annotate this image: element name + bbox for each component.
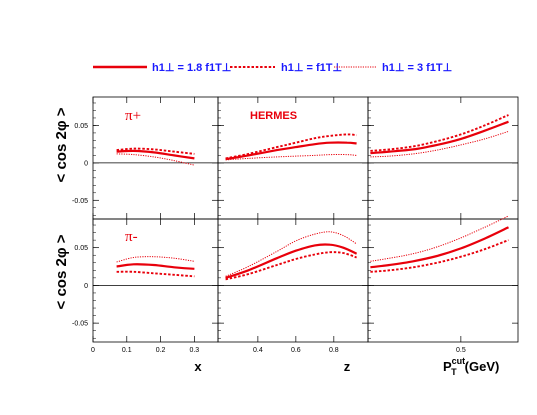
series-line-solid bbox=[116, 149, 195, 160]
series-line-dotted bbox=[370, 130, 509, 158]
x-tick-label: 0.8 bbox=[329, 347, 339, 354]
panel-frame bbox=[92, 218, 219, 343]
panel-frame bbox=[92, 96, 219, 220]
x-tick-label: 0.6 bbox=[291, 347, 301, 354]
series-line-dashed bbox=[370, 239, 509, 273]
pi-plus-annotation: π+ bbox=[125, 108, 141, 124]
panel-frame bbox=[217, 218, 369, 343]
series-line-solid bbox=[370, 226, 509, 269]
y-axis-label-top: < cos 2φ > bbox=[53, 107, 70, 182]
hermes-annotation: HERMES bbox=[250, 110, 297, 122]
series-line-dotted bbox=[370, 215, 509, 262]
y-tick-label: -0.05 bbox=[72, 198, 88, 205]
series-line-solid bbox=[116, 263, 195, 270]
x-axis-title-pt: Pcut T (GeV) bbox=[443, 356, 499, 377]
series-line-dashed bbox=[225, 251, 357, 281]
x-tick-label: 0.3 bbox=[189, 347, 199, 354]
series-line-dotted bbox=[225, 154, 357, 161]
series-line-dashed bbox=[370, 114, 509, 152]
series-line-dotted bbox=[225, 231, 357, 277]
panel-frame bbox=[367, 218, 519, 343]
y-tick-label: 0.05 bbox=[74, 245, 88, 252]
y-tick-label: 0.05 bbox=[74, 123, 88, 130]
series-line-solid bbox=[370, 120, 509, 155]
y-tick-label: 0 bbox=[84, 160, 88, 167]
x-axis-title-x: x bbox=[194, 359, 202, 374]
x-tick-label: 0.5 bbox=[456, 347, 466, 354]
x-tick-label: 0.4 bbox=[253, 347, 263, 354]
y-tick-label: -0.05 bbox=[72, 321, 88, 328]
y-tick-label: 0 bbox=[84, 283, 88, 290]
series-line-dotted bbox=[116, 256, 195, 263]
series-line-dashed bbox=[116, 270, 195, 278]
panel-frame bbox=[367, 96, 519, 220]
series-line-solid bbox=[225, 243, 358, 279]
pi-minus-annotation: π- bbox=[125, 229, 138, 245]
x-axis-title-z: z bbox=[344, 359, 351, 374]
series-line-dashed bbox=[225, 133, 357, 160]
x-tick-label: 0.1 bbox=[122, 347, 132, 354]
x-tick-label: 0 bbox=[91, 347, 95, 354]
panels: 0.05 0 -0.05 0.05 0 -0.05 0 0.1 0.2 0.3 0.4 0.6 0.8 0… bbox=[72, 96, 519, 354]
legend-label-dotted: h1⊥ = 3 f1T⊥ bbox=[382, 62, 452, 74]
legend-label-solid: h1⊥ = 1.8 f1T⊥ bbox=[152, 62, 231, 74]
legend-label-dashed: h1⊥ = f1T⊥ bbox=[281, 62, 342, 74]
legend: h1⊥ = 1.8 f1T⊥ h1⊥ = f1T⊥ h1⊥ = 3 f1T⊥ bbox=[93, 62, 452, 74]
series-line-solid bbox=[225, 141, 357, 161]
x-tick-label: 0.2 bbox=[156, 347, 166, 354]
y-axis-label-bottom: < cos 2φ > bbox=[53, 234, 70, 309]
